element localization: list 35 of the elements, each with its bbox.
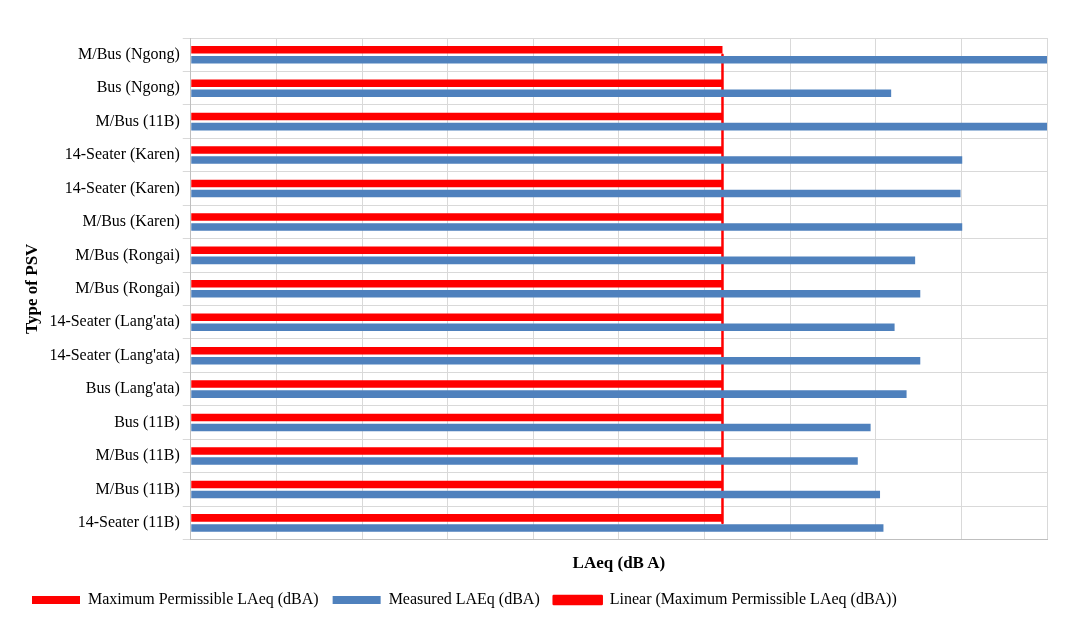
bar bbox=[191, 189, 961, 198]
y-tick-label: M/Bus (11B) bbox=[95, 479, 180, 498]
bar bbox=[191, 55, 1047, 64]
y-tick-label: 14-Seater (Lang'ata) bbox=[49, 312, 180, 331]
bar bbox=[191, 490, 881, 499]
bar bbox=[191, 156, 963, 164]
y-tick-label: M/Bus (Ngong) bbox=[77, 44, 180, 63]
bar bbox=[191, 323, 895, 332]
bar bbox=[191, 390, 907, 398]
y-tick-label: M/Bus (Rongai) bbox=[75, 245, 180, 264]
bar bbox=[191, 223, 963, 231]
bar bbox=[191, 256, 916, 265]
y-tick-label: 14-Seater (11B) bbox=[77, 513, 180, 532]
bar bbox=[191, 290, 921, 298]
y-tick-label: Bus (Ngong) bbox=[96, 78, 180, 97]
y-axis-title: Type of PSV bbox=[21, 242, 41, 334]
y-tick-label: M/Bus (Rongai) bbox=[75, 279, 180, 297]
y-tick-label: Bus (11B) bbox=[114, 412, 180, 431]
y-tick-label: 14-Seater (Karen) bbox=[64, 178, 180, 197]
bar bbox=[191, 122, 1047, 131]
y-tick-label: Bus (Lang'ata) bbox=[85, 379, 180, 398]
y-tick-label: 14-Seater (Karen) bbox=[64, 145, 180, 164]
bar bbox=[191, 457, 858, 465]
legend-label: Linear (Maximum Permissible LAeq (dBA)) bbox=[609, 590, 897, 609]
legend-label: Maximum Permissible LAeq (dBA) bbox=[88, 590, 319, 609]
y-tick-label: M/Bus (Karen) bbox=[82, 212, 180, 231]
x-axis-title: LAeq (dB A) bbox=[572, 553, 666, 573]
bar bbox=[191, 423, 871, 432]
bar bbox=[191, 356, 921, 365]
y-tick-label: M/Bus (11B) bbox=[95, 446, 180, 465]
y-tick-label: M/Bus (11B) bbox=[95, 111, 180, 130]
bar bbox=[191, 89, 892, 97]
y-tick-label: 14-Seater (Lang'ata) bbox=[49, 345, 180, 364]
legend-label: Measured LAEq (dBA) bbox=[388, 590, 540, 609]
bar bbox=[191, 524, 884, 532]
